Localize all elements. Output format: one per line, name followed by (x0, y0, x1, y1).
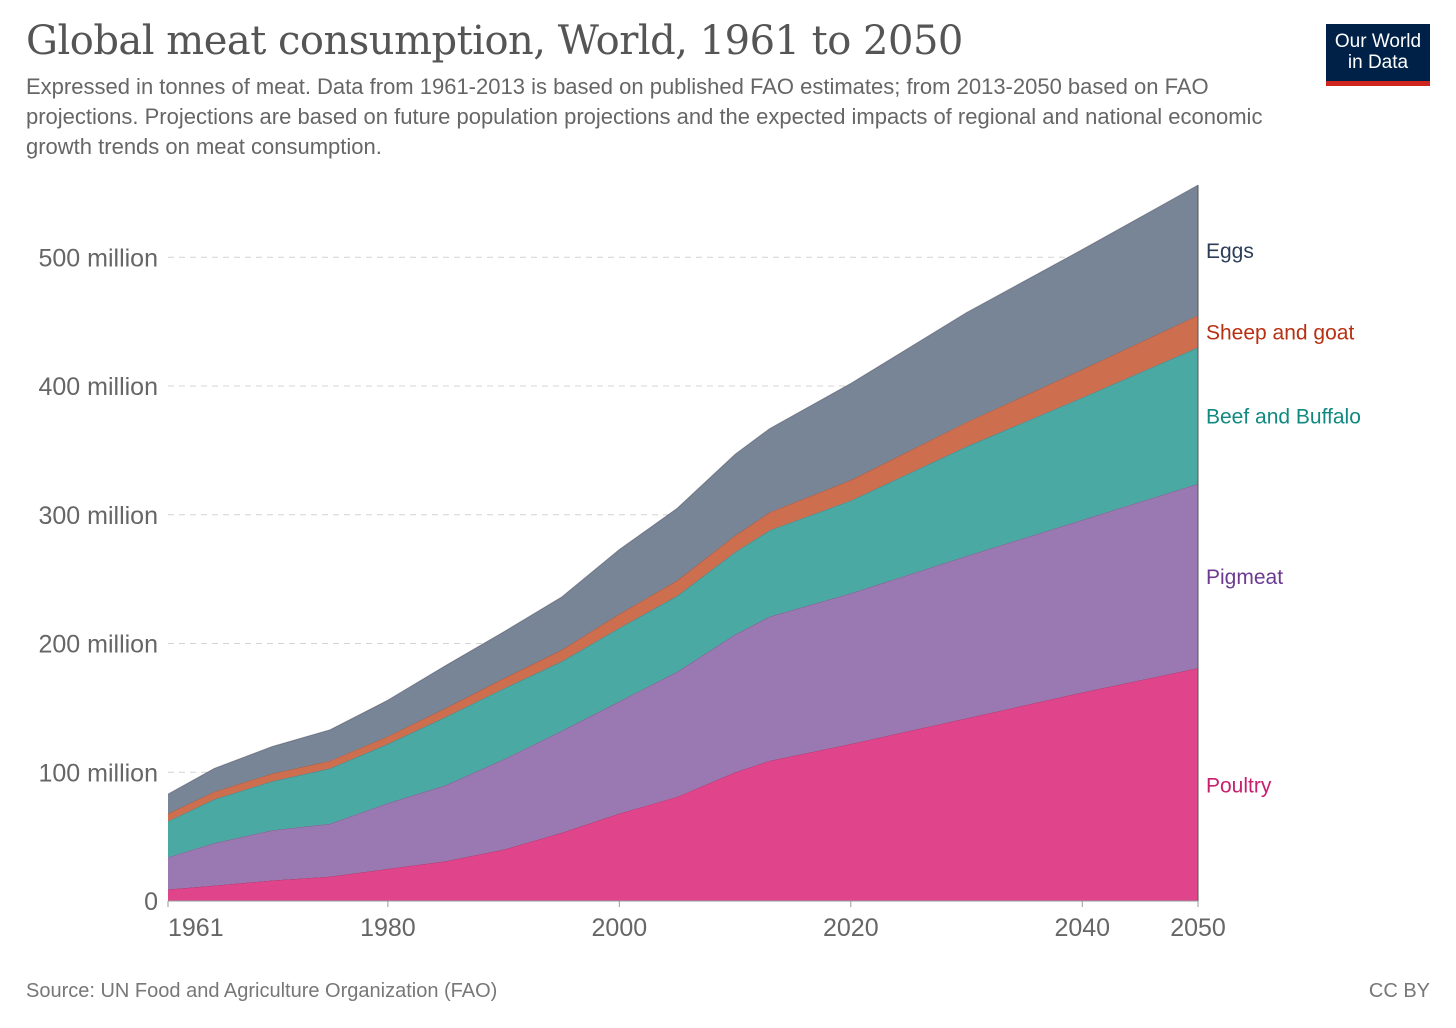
area-poultry[interactable] (168, 668, 1198, 901)
series-labels: Poultry Pigmeat Beef and Buffalo Sheep and … (1206, 240, 1361, 797)
series-label-pigmeat[interactable]: Pigmeat (1206, 566, 1283, 589)
logo-line-2: in Data (1347, 52, 1409, 73)
series-label-poultry[interactable]: Poultry (1206, 774, 1272, 797)
stacked-area-chart: 0 100 million 200 million 300 million 400 mi… (38, 184, 1361, 942)
chart-title: Global meat consumption, World, 1961 to … (26, 18, 963, 64)
source-note: Source: UN Food and Agriculture Organiza… (26, 980, 498, 1002)
area-series (167, 184, 1199, 901)
license-link[interactable]: CC BY (1368, 980, 1430, 1002)
x-tick-label: 1961 (168, 914, 224, 942)
chart-subtitle: Expressed in tonnes of meat. Data from 1… (26, 74, 1263, 159)
axes: 0 100 million 200 million 300 million 400 mi… (38, 185, 1226, 942)
x-tick-label: 2000 (592, 914, 648, 942)
y-tick-label: 100 million (38, 759, 158, 787)
y-tick-label: 200 million (38, 631, 158, 659)
area-pigmeat[interactable] (168, 483, 1198, 890)
area-sheep-and-goat[interactable] (168, 315, 1198, 822)
area-edge-eggs (167, 184, 1199, 795)
area-beef-and-buffalo[interactable] (168, 347, 1198, 858)
logo-line-1: Our World (1334, 31, 1422, 52)
x-tick-label: 1980 (360, 914, 416, 942)
series-label-eggs[interactable]: Eggs (1206, 240, 1254, 263)
y-tick-label: 500 million (38, 244, 158, 272)
x-tick-label: 2020 (823, 914, 879, 942)
area-eggs[interactable] (168, 185, 1198, 814)
y-tick-label: 0 (144, 888, 158, 916)
x-tick-label: 2040 (1054, 914, 1110, 942)
y-tick-label: 300 million (38, 502, 158, 530)
series-label-sheep-and-goat[interactable]: Sheep and goat (1206, 321, 1354, 344)
y-tick-label: 400 million (38, 373, 158, 401)
our-world-in-data-logo[interactable]: Our World in Data (1326, 24, 1430, 86)
x-tick-label: 2050 (1170, 914, 1226, 942)
series-label-beef-and-buffalo[interactable]: Beef and Buffalo (1206, 406, 1361, 429)
